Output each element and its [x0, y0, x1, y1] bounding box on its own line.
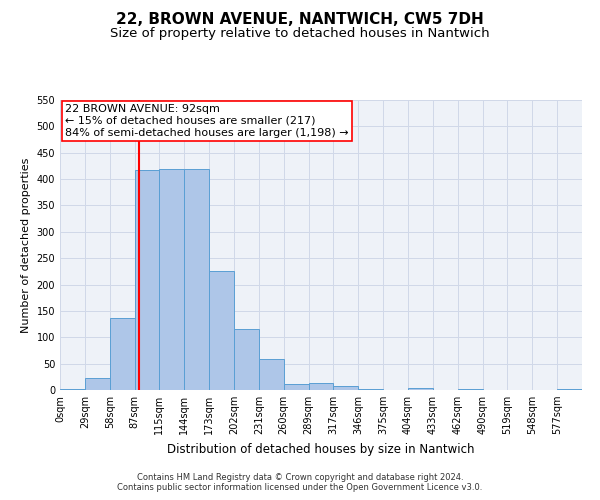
Text: 22, BROWN AVENUE, NANTWICH, CW5 7DH: 22, BROWN AVENUE, NANTWICH, CW5 7DH: [116, 12, 484, 28]
Bar: [60, 389, 85, 390]
Bar: [134, 170, 160, 390]
Bar: [209, 271, 234, 390]
Bar: [110, 318, 134, 390]
Bar: [184, 168, 209, 390]
Text: Size of property relative to detached houses in Nantwich: Size of property relative to detached ho…: [110, 28, 490, 40]
Bar: [308, 382, 334, 390]
Bar: [85, 378, 110, 390]
Y-axis label: Number of detached properties: Number of detached properties: [21, 158, 31, 332]
Bar: [259, 360, 284, 390]
Text: Distribution of detached houses by size in Nantwich: Distribution of detached houses by size …: [167, 442, 475, 456]
Bar: [160, 168, 184, 390]
Bar: [458, 389, 482, 390]
Text: Contains HM Land Registry data © Crown copyright and database right 2024.
Contai: Contains HM Land Registry data © Crown c…: [118, 473, 482, 492]
Text: 22 BROWN AVENUE: 92sqm
← 15% of detached houses are smaller (217)
84% of semi-de: 22 BROWN AVENUE: 92sqm ← 15% of detached…: [65, 104, 349, 138]
Bar: [408, 388, 433, 390]
Bar: [234, 329, 259, 390]
Bar: [334, 386, 358, 390]
Bar: [284, 384, 308, 390]
Bar: [557, 389, 582, 390]
